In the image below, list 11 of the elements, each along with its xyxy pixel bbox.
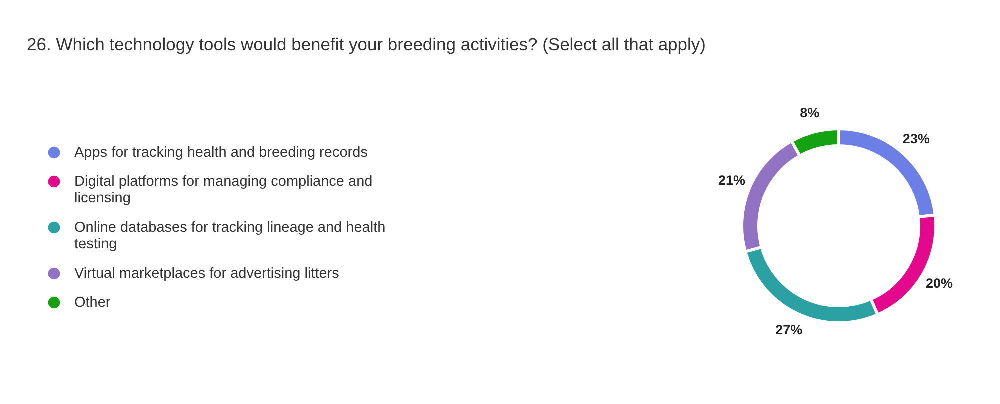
data-label: 23% <box>902 132 930 147</box>
data-label: 21% <box>718 173 746 188</box>
legend-label: Apps for tracking health and breeding records <box>74 144 368 161</box>
data-label: 20% <box>926 276 953 291</box>
legend-label: Digital platforms for managing compliance and licensing <box>74 174 373 206</box>
data-label: 27% <box>776 322 803 338</box>
legend-label: Virtual marketplaces for advertising litters <box>74 266 340 282</box>
data-label: 8% <box>800 106 820 121</box>
legend-label: Other <box>74 294 111 311</box>
legend-label: Online databases for tracking lineage and health testing <box>74 220 386 252</box>
chart-title: 26. Which technology tools would benefit your breeding activities? (Select all that apply) <box>27 34 706 54</box>
